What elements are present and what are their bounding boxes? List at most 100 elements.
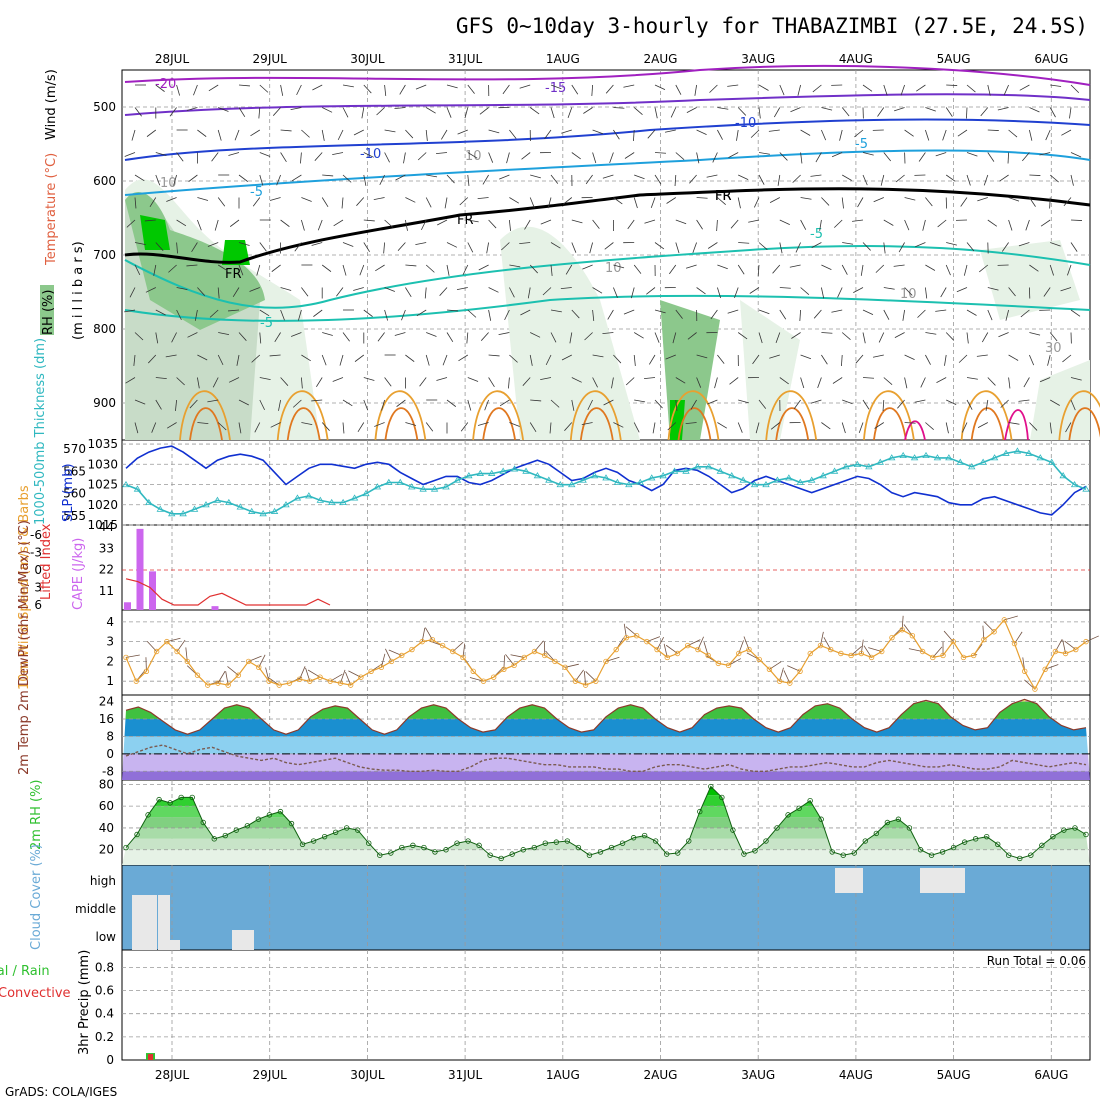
rh-marker [774,825,780,831]
wind-barb [356,197,365,206]
wind-barb [155,377,167,380]
wind-barb [654,174,662,185]
wind-barb [998,332,1009,338]
thickness-marker [362,489,370,497]
wind-barb [837,287,843,298]
thickness-marker [190,505,199,512]
wind-barb [166,197,177,202]
contour-label: -5 [260,316,273,331]
rh-marker [597,849,604,855]
wind-barb [694,84,697,96]
thickness-marker [968,463,976,470]
wind-barb [841,197,844,209]
cape-bar [136,528,144,610]
wind-speed-marker [1042,666,1048,673]
wind-barb [710,309,718,320]
wind-barb [131,129,136,141]
wind-barb [321,129,325,141]
wind-barb [134,264,141,276]
thickness-marker [750,480,759,488]
rh-marker [675,850,681,856]
wind-barb [1039,377,1051,383]
wind-barb [187,332,198,338]
thickness-marker [682,467,690,474]
wind-barb [897,399,905,409]
thickness-marker [819,472,827,479]
rh-marker [708,783,714,790]
panel-frame-pr [121,949,1091,1061]
wind-barb [795,242,801,253]
wind-barb [883,309,890,320]
thickness-marker [808,476,816,483]
wind-barb [1049,174,1059,183]
wind-barb [134,242,146,245]
wind-barb [501,242,510,251]
wind-barb [976,354,988,357]
temp-line [125,698,1087,735]
rh-marker [663,851,670,857]
rh-tick: 20 [99,843,114,857]
wind-barb [842,174,852,181]
wind-barb [530,332,541,338]
rh-marker [222,832,229,839]
rh-marker [211,836,217,842]
wind-barb [812,84,822,93]
precip-bar-convective [148,1054,153,1060]
wind-barb [280,377,289,386]
wind-barb [259,309,270,317]
wind-barb [478,264,489,271]
wind-barb [376,107,385,116]
wind-barb [280,309,285,321]
thickness-marker [419,485,427,492]
wind-barb [810,399,822,404]
wind-barb [729,377,739,385]
wind-barb [925,332,937,335]
wind-barb [917,309,926,318]
wind-barb [271,264,281,272]
wind-barb [488,377,495,388]
wind-barb [862,377,875,379]
wind-speed-marker [378,664,385,671]
wind-barb [175,399,177,411]
wind-barb [207,242,219,247]
wind-barb [592,219,600,229]
wind-speed-marker [827,646,834,653]
wind-barb [236,354,240,366]
wind-barb [296,84,302,96]
wind-barb [256,264,261,276]
wind-barb [900,84,905,96]
wind-barb [529,422,537,433]
wind-barb [983,174,989,186]
lifted-index-tick: 6 [34,598,42,612]
wind-barb [176,84,181,96]
wind-speed-marker [613,646,619,653]
wind-barb [395,174,406,181]
wind-barb [212,377,219,388]
wind-barb [189,399,198,409]
wind-speed-marker [133,678,139,684]
ylabel-cape: CAPE (J/kg) [71,538,86,610]
wind-barb [238,264,244,276]
wind-barb [1043,287,1051,297]
rh-marker [928,852,935,858]
wind-barb [1001,242,1009,252]
warm-contour [970,407,1005,441]
wind-barb [1070,242,1078,252]
thickness-marker [922,451,930,459]
isotherm [124,294,1091,322]
temp-tick: 8 [106,729,114,743]
wind-barb [633,354,636,366]
wind-barb [403,152,406,164]
wind-speed-marker [981,636,987,643]
wind-barb [571,84,579,95]
wind-barb [1029,354,1035,366]
warm-contour [1068,407,1100,441]
thickness-marker [556,480,564,488]
rh-marker [189,794,195,801]
wind-barb [509,219,511,231]
wind-barb [800,152,803,164]
wind-barb [1070,174,1074,186]
rh-marker [884,819,891,826]
wind-barb [238,242,250,246]
thickness-marker [705,463,713,470]
